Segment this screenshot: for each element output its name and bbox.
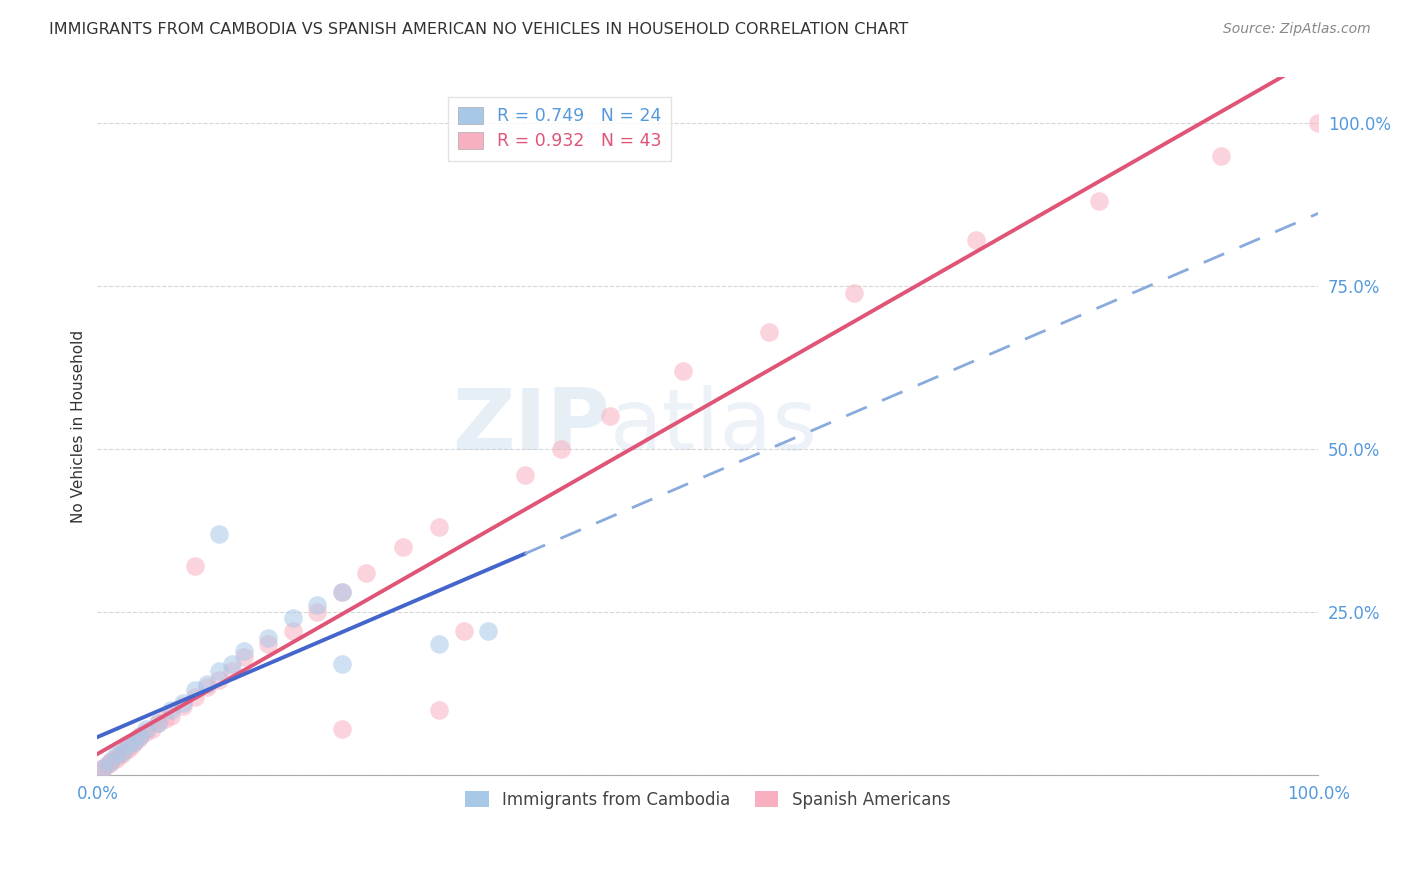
Point	[427, 520, 450, 534]
Text: ZIP: ZIP	[453, 384, 610, 467]
Point	[96, 758, 118, 772]
Point	[117, 741, 139, 756]
Point	[391, 540, 413, 554]
Point	[121, 739, 143, 753]
Point	[111, 747, 134, 761]
Point	[1308, 116, 1330, 130]
Point	[599, 409, 621, 424]
Point	[195, 680, 218, 694]
Point	[257, 631, 280, 645]
Text: IMMIGRANTS FROM CAMBODIA VS SPANISH AMERICAN NO VEHICLES IN HOUSEHOLD CORRELATIO: IMMIGRANTS FROM CAMBODIA VS SPANISH AMER…	[49, 22, 908, 37]
Legend: Immigrants from Cambodia, Spanish Americans: Immigrants from Cambodia, Spanish Americ…	[458, 784, 957, 815]
Point	[844, 285, 866, 300]
Point	[159, 709, 181, 723]
Point	[141, 722, 163, 736]
Point	[172, 696, 194, 710]
Point	[330, 657, 353, 671]
Point	[550, 442, 572, 456]
Point	[117, 739, 139, 753]
Point	[129, 729, 152, 743]
Point	[354, 566, 377, 580]
Point	[148, 715, 170, 730]
Point	[513, 468, 536, 483]
Point	[159, 703, 181, 717]
Point	[93, 761, 115, 775]
Point	[93, 761, 115, 775]
Point	[184, 559, 207, 574]
Point	[98, 755, 121, 769]
Point	[232, 650, 254, 665]
Y-axis label: No Vehicles in Household: No Vehicles in Household	[72, 329, 86, 523]
Point	[135, 722, 157, 736]
Point	[330, 722, 353, 736]
Point	[1087, 194, 1109, 209]
Point	[307, 605, 329, 619]
Point	[208, 673, 231, 688]
Point	[98, 756, 121, 770]
Point	[427, 703, 450, 717]
Point	[330, 585, 353, 599]
Point	[129, 729, 152, 743]
Point	[104, 751, 127, 765]
Point	[281, 624, 304, 639]
Point	[1209, 148, 1232, 162]
Point	[184, 690, 207, 704]
Point	[195, 676, 218, 690]
Point	[281, 611, 304, 625]
Point	[104, 748, 127, 763]
Point	[127, 731, 149, 746]
Point	[758, 325, 780, 339]
Point	[453, 624, 475, 639]
Point	[477, 624, 499, 639]
Point	[108, 748, 131, 763]
Point	[153, 713, 176, 727]
Point	[672, 364, 695, 378]
Point	[208, 526, 231, 541]
Point	[101, 754, 124, 768]
Point	[965, 233, 987, 247]
Point	[90, 764, 112, 779]
Point	[221, 657, 243, 671]
Point	[135, 725, 157, 739]
Point	[208, 664, 231, 678]
Point	[114, 743, 136, 757]
Point	[184, 683, 207, 698]
Point	[330, 585, 353, 599]
Text: Source: ZipAtlas.com: Source: ZipAtlas.com	[1223, 22, 1371, 37]
Point	[122, 735, 145, 749]
Point	[221, 664, 243, 678]
Point	[122, 735, 145, 749]
Point	[148, 715, 170, 730]
Point	[111, 745, 134, 759]
Point	[232, 644, 254, 658]
Point	[307, 599, 329, 613]
Point	[172, 699, 194, 714]
Point	[257, 637, 280, 651]
Point	[427, 637, 450, 651]
Text: atlas: atlas	[610, 384, 818, 467]
